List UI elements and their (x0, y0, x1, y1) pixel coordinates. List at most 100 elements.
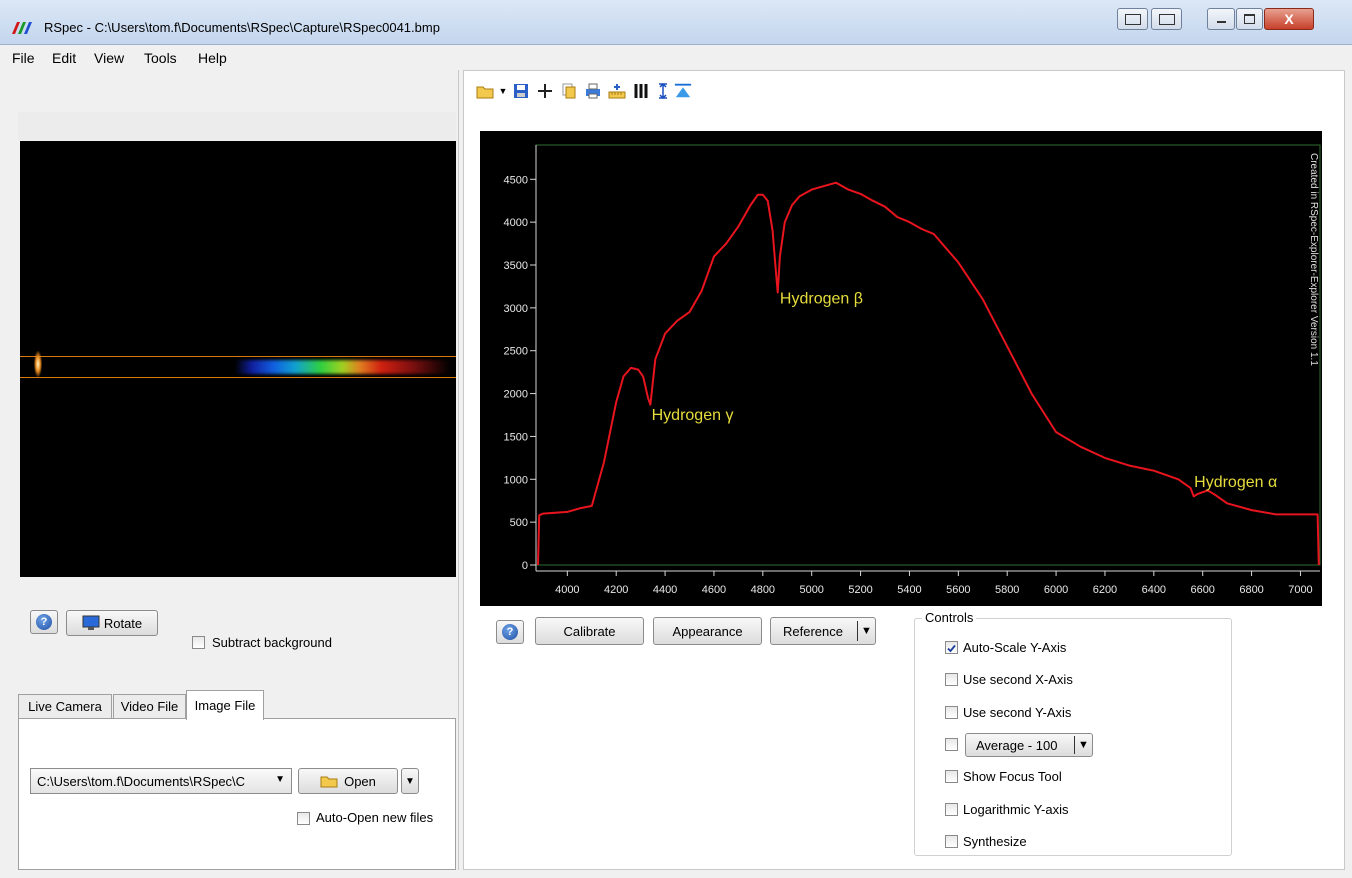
restore-left-button[interactable] (1117, 8, 1148, 30)
x-tick-label: 6400 (1142, 584, 1166, 596)
auto-scale-y-checkbox[interactable] (945, 641, 958, 654)
file-path-combo[interactable]: C:\Users\tom.f\Documents\RSpec\C ▼ (30, 768, 292, 794)
calibrate-button[interactable]: Calibrate (535, 617, 644, 645)
chart-annotations: Hydrogen β Hydrogen γ Hydrogen α (652, 291, 1278, 491)
print-icon[interactable] (584, 82, 602, 100)
auto-open-checkbox[interactable] (297, 812, 310, 825)
appearance-button[interactable]: Appearance (653, 617, 762, 645)
x-tick-label: 6600 (1190, 584, 1214, 596)
y-range-icon[interactable] (654, 82, 672, 100)
tab-video-file[interactable]: Video File (113, 694, 186, 718)
close-button[interactable]: X (1264, 8, 1314, 30)
x-tick-label: 4600 (702, 584, 726, 596)
window-layout-icon (1124, 13, 1141, 25)
close-icon: X (1284, 11, 1294, 27)
second-x-axis-label: Use second X-Axis (963, 672, 1073, 687)
chart-series (537, 181, 1320, 566)
x-tick-label: 5400 (897, 584, 921, 596)
copy-icon[interactable] (560, 82, 578, 100)
menu-edit[interactable]: Edit (52, 50, 77, 66)
spectrum-line (537, 181, 1320, 566)
window-layout-icon (1158, 13, 1175, 25)
selection-band[interactable] (20, 356, 456, 378)
auto-open-label: Auto-Open new files (316, 810, 434, 825)
x-tick-label: 5600 (946, 584, 970, 596)
maximize-button[interactable] (1236, 8, 1263, 30)
auto-scale-y-label: Auto-Scale Y-Axis (963, 640, 1067, 655)
y-tick-label: 0 (522, 560, 528, 572)
left-help-button[interactable]: ? (30, 610, 58, 634)
y-tick-label: 4500 (504, 174, 528, 186)
help-icon: ? (502, 624, 518, 640)
open-folder-icon[interactable] (476, 82, 494, 100)
minimize-button[interactable] (1207, 8, 1235, 30)
restore-right-button[interactable] (1151, 8, 1182, 30)
subtract-background-label: Subtract background (212, 635, 332, 650)
y-tick-label: 3000 (504, 303, 528, 315)
open-button[interactable]: Open (298, 768, 398, 794)
right-help-button[interactable]: ? (496, 620, 524, 644)
peak-icon[interactable] (674, 82, 692, 100)
monitor-icon (82, 615, 100, 630)
tab-live-camera[interactable]: Live Camera (18, 694, 112, 718)
right-toolbar: ▼ (476, 80, 776, 102)
minimize-icon (1216, 21, 1226, 23)
calibration-icon[interactable] (608, 82, 626, 100)
menu-tools[interactable]: Tools (144, 50, 177, 66)
chevron-down-icon: ▼ (857, 621, 872, 641)
rotate-label: Rotate (103, 615, 143, 631)
dropdown-arrow-icon[interactable]: ▼ (498, 86, 508, 96)
bars-icon[interactable] (632, 82, 650, 100)
reference-label: Reference (783, 623, 843, 639)
camera-image (20, 141, 456, 577)
logarithmic-y-checkbox[interactable] (945, 803, 958, 816)
window-title: RSpec - C:\Users\tom.f\Documents\RSpec\C… (44, 20, 440, 35)
file-path-value: C:\Users\tom.f\Documents\RSpec\C (37, 773, 246, 789)
second-y-axis-checkbox[interactable] (945, 706, 958, 719)
rotate-button[interactable]: Rotate (66, 610, 158, 636)
average-combo[interactable]: Average - 100 ▼ (965, 733, 1093, 757)
x-tick-label: 4200 (604, 584, 628, 596)
open-label: Open (344, 773, 376, 789)
chevron-down-icon: ▼ (1074, 736, 1089, 754)
crosshair-icon[interactable] (536, 82, 554, 100)
y-tick-label: 1500 (504, 431, 528, 443)
logarithmic-y-label: Logarithmic Y-axis (963, 802, 1069, 817)
x-tick-label: 4800 (751, 584, 775, 596)
menu-file[interactable]: File (12, 50, 35, 66)
x-tick-label: 4400 (653, 584, 677, 596)
save-icon[interactable] (512, 82, 530, 100)
x-tick-label: 6800 (1239, 584, 1263, 596)
maximize-icon (1244, 14, 1255, 24)
plot-frame (535, 144, 1321, 566)
average-value: Average - 100 (976, 737, 1058, 753)
x-tick-label: 6000 (1044, 584, 1068, 596)
menu-view[interactable]: View (94, 50, 125, 66)
open-dropdown-button[interactable]: ▼ (401, 768, 419, 794)
controls-groupbox (914, 618, 1232, 856)
app-icon (12, 22, 32, 34)
show-focus-tool-checkbox[interactable] (945, 770, 958, 783)
second-x-axis-checkbox[interactable] (945, 673, 958, 686)
peak-annotation: Hydrogen γ (652, 407, 734, 424)
help-icon: ? (36, 614, 52, 630)
title-bar: RSpec - C:\Users\tom.f\Documents\RSpec\C… (0, 0, 1352, 45)
peak-annotation: Hydrogen β (780, 291, 863, 308)
second-y-axis-label: Use second Y-Axis (963, 705, 1072, 720)
x-axis-ticks: 4000 4200 4400 4600 4800 5000 5200 5400 5600 5800… (555, 571, 1313, 596)
x-tick-label: 5200 (848, 584, 872, 596)
zero-order-spot (34, 351, 42, 377)
y-tick-label: 3500 (504, 260, 528, 272)
checkmark-icon (947, 644, 956, 653)
chart-watermark: Created in RSpec-Explorer-Explorer Versi… (1308, 153, 1319, 366)
reference-button[interactable]: Reference ▼ (770, 617, 876, 645)
x-tick-label: 5000 (799, 584, 823, 596)
menu-help[interactable]: Help (198, 50, 227, 66)
y-tick-label: 4000 (504, 217, 528, 229)
tab-image-file[interactable]: Image File (186, 690, 264, 720)
average-checkbox[interactable] (945, 738, 958, 751)
peak-annotation: Hydrogen α (1194, 474, 1277, 491)
chart-axes (535, 144, 1321, 572)
subtract-background-checkbox[interactable] (192, 636, 205, 649)
synthesize-checkbox[interactable] (945, 835, 958, 848)
